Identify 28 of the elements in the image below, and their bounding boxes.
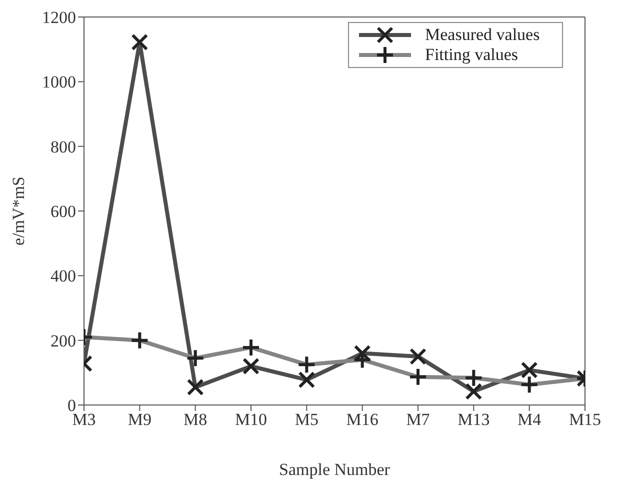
x-tick-label: M8 <box>184 410 208 430</box>
point <box>242 358 260 375</box>
y-tick-label: 200 <box>50 331 76 350</box>
x-tick-label: M5 <box>294 410 318 430</box>
point <box>131 34 148 51</box>
x-tick-label: M16 <box>346 410 378 430</box>
x-tick-label: M13 <box>458 410 490 430</box>
x-tick-label: M15 <box>568 410 602 430</box>
x-tick-label: M10 <box>234 410 268 430</box>
y-axis-title: e/mV*mS <box>9 176 28 246</box>
x-tick-label: M3 <box>72 410 96 430</box>
x-tick-label: M4 <box>518 410 542 430</box>
y-tick-label: 800 <box>50 137 76 156</box>
point <box>298 371 316 388</box>
point <box>465 382 482 400</box>
y-tick-label: 600 <box>50 202 76 222</box>
y-tick-label: 1000 <box>42 72 76 92</box>
y-tick-label: 400 <box>50 266 76 286</box>
legend-label: Fitting values <box>425 45 518 65</box>
point <box>186 378 204 396</box>
y-tick-label: 1200 <box>42 8 76 28</box>
x-tick-label: M9 <box>128 410 152 430</box>
legend-label: Measured values <box>425 25 540 45</box>
point <box>354 344 371 362</box>
x-tick-label: M7 <box>406 410 430 430</box>
x-axis-title: Sample Number <box>279 460 390 479</box>
point <box>520 362 538 379</box>
point <box>410 348 426 365</box>
